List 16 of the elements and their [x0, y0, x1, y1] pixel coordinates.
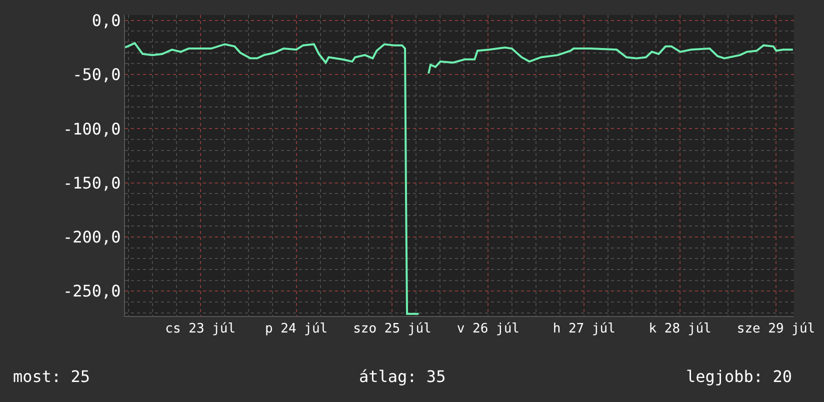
x-tick-label: szo 25 júl: [353, 322, 432, 337]
y-tick-label: -100,0: [63, 119, 121, 138]
x-tick-label: sze 29 júl: [736, 322, 816, 337]
y-tick-label: -50,0: [72, 65, 121, 84]
y-tick-label: -250,0: [63, 282, 121, 301]
y-tick-label: -200,0: [63, 228, 121, 247]
y-tick-label: 0,0: [92, 11, 121, 30]
text: átlag: 35: [359, 367, 446, 386]
y-tick-label: -150,0: [63, 173, 121, 192]
x-tick-label: p 24 júl: [264, 322, 328, 337]
x-tick-label: v 26 júl: [456, 322, 520, 337]
x-tick-label: cs 23 júl: [165, 322, 236, 337]
text: most: 25: [13, 367, 90, 386]
x-tick-label: k 28 júl: [648, 322, 712, 337]
x-tick-label: h 27 júl: [552, 322, 616, 337]
text: legjobb: 20: [686, 367, 792, 386]
